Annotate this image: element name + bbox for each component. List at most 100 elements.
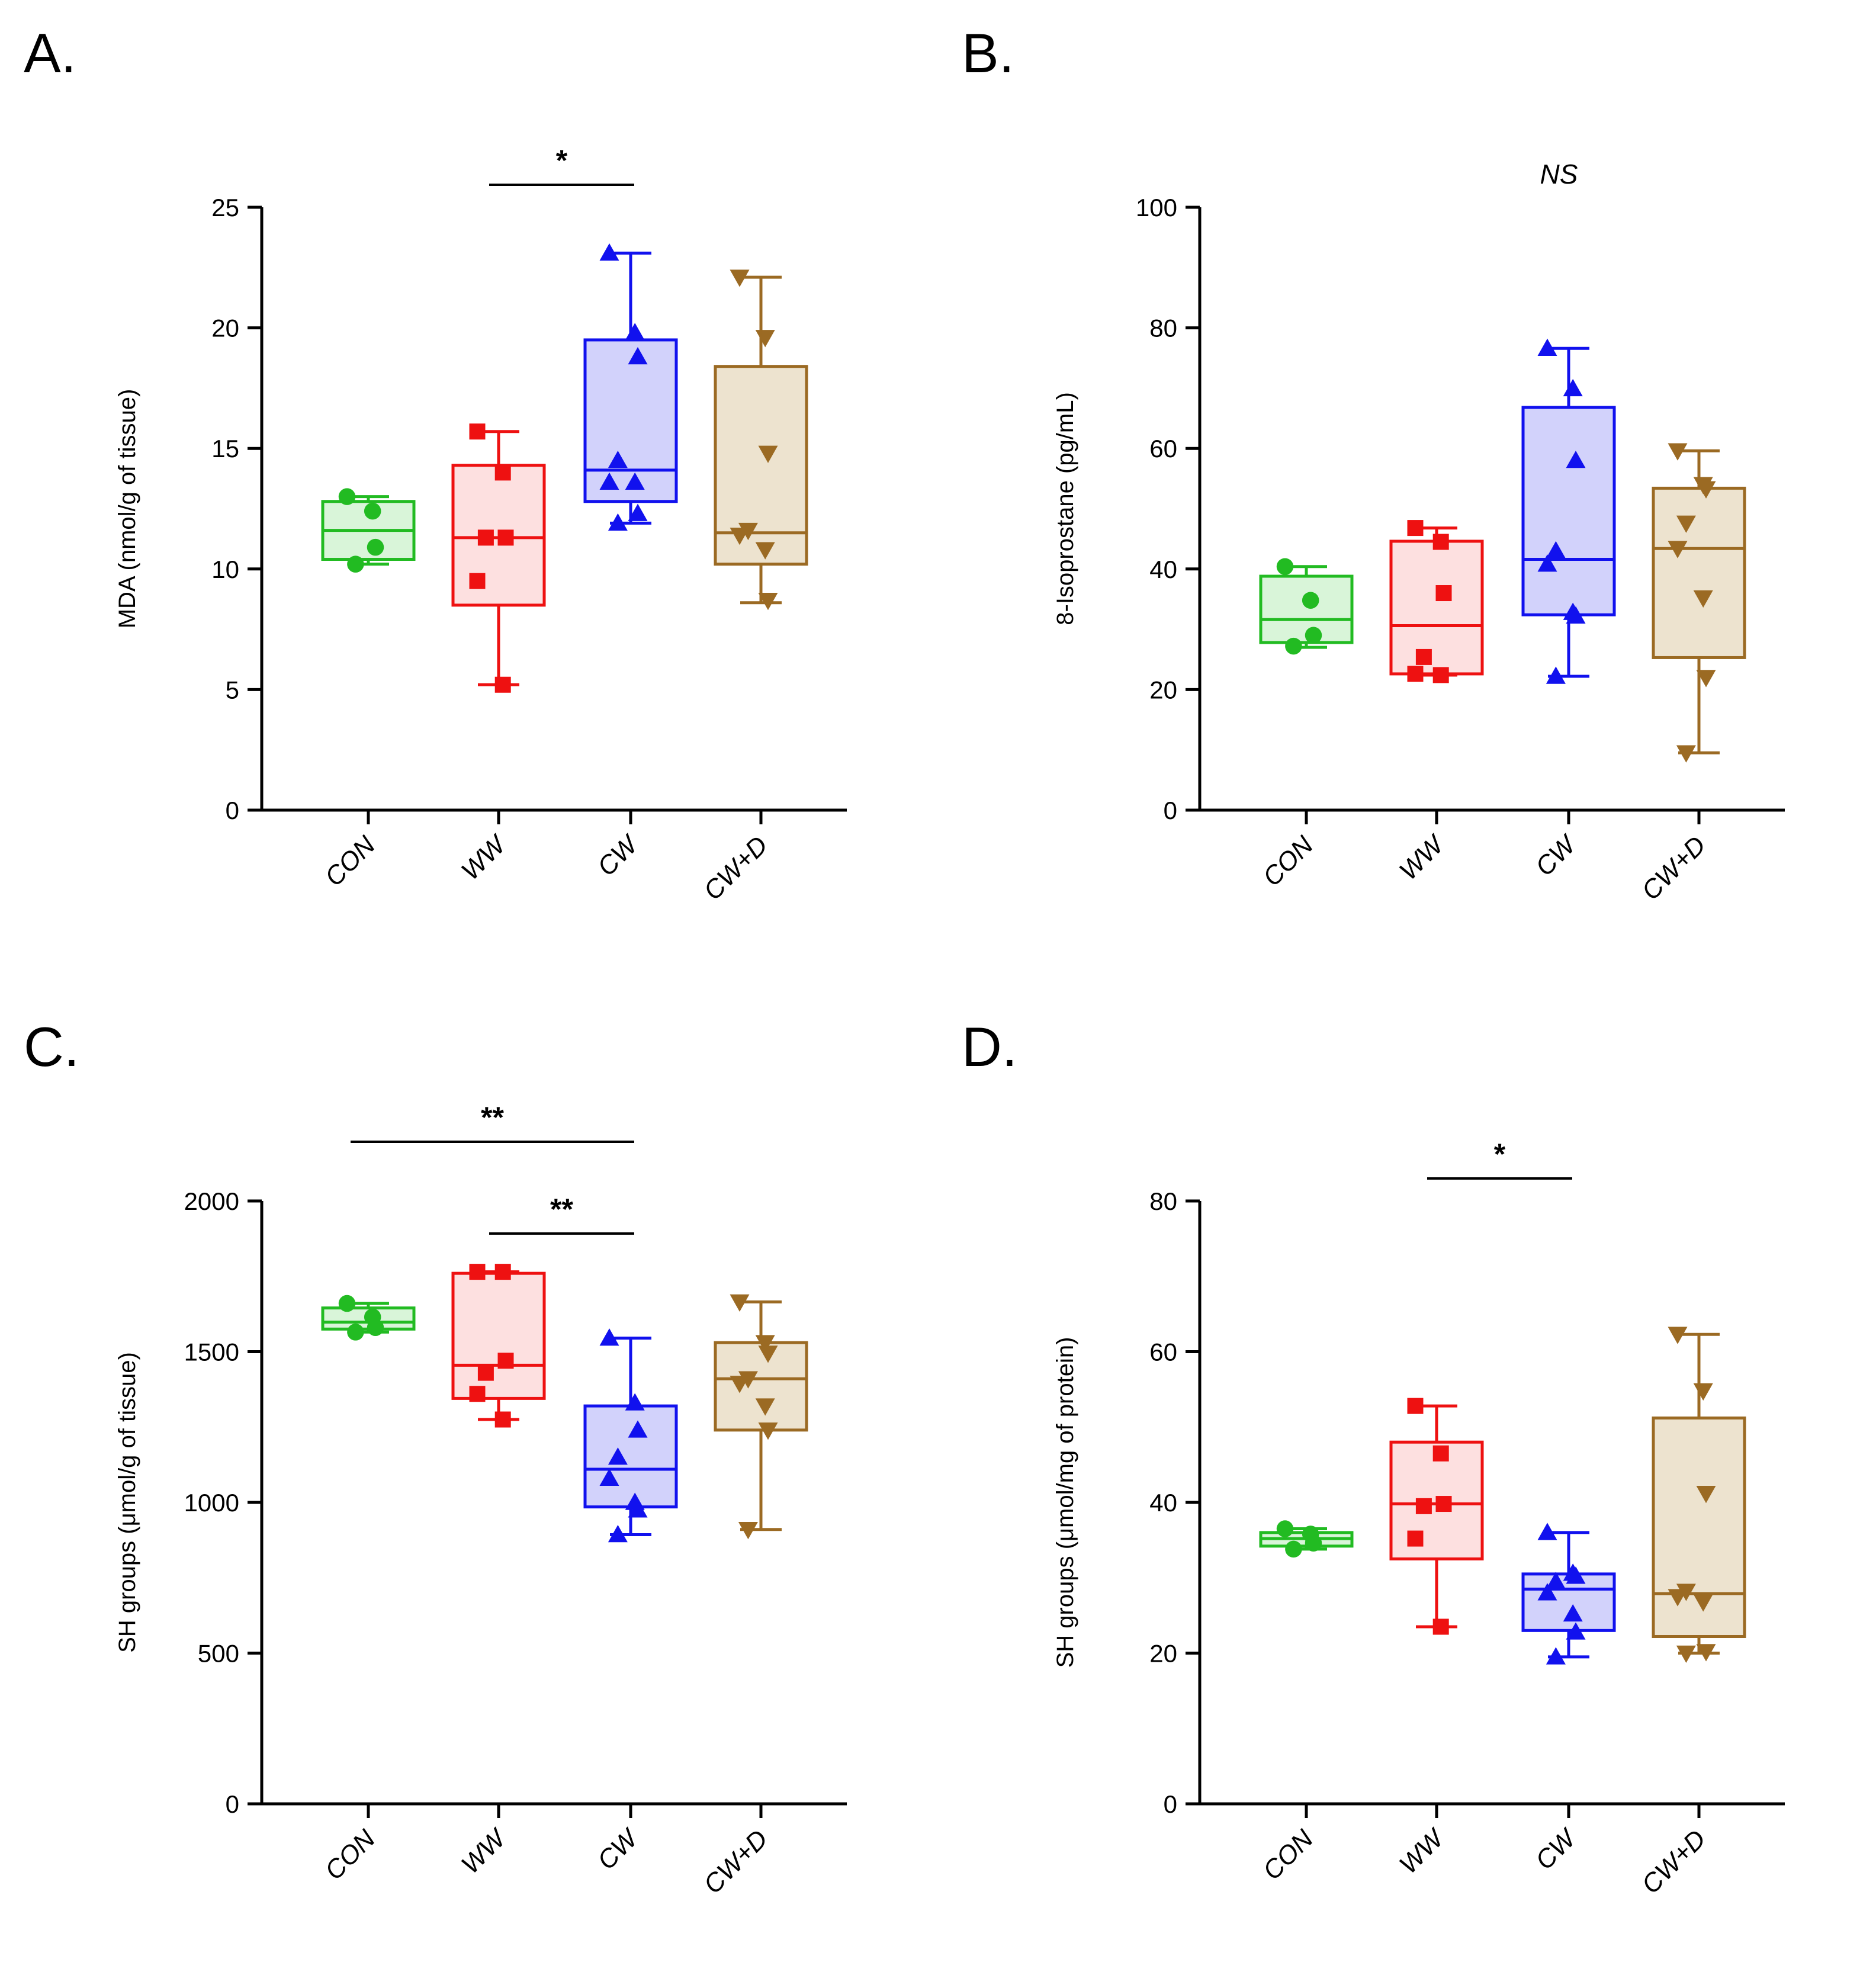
data-point [1415,648,1432,665]
x-tick-label: CON [1257,1824,1319,1886]
data-point [1566,1566,1586,1584]
data-point [755,1398,775,1416]
data-point [1432,534,1449,550]
data-point [1285,1540,1302,1558]
data-point [1566,451,1586,468]
data-point [469,573,486,589]
data-point [1696,481,1716,499]
data-point [1546,541,1566,559]
data-point [1693,590,1713,608]
data-point [1305,1534,1322,1552]
y-axis-label: MDA (nmol/g of tissue) [114,389,140,629]
data-point [625,323,645,341]
data-point [469,1264,486,1280]
box-iqr [1521,406,1616,616]
box-con [321,1295,416,1341]
data-point [1276,1520,1294,1537]
data-point [1537,338,1557,356]
data-point [1537,1583,1557,1601]
significance-label: NS [1540,159,1578,190]
box-iqr [583,1404,678,1509]
box-ww [451,423,546,693]
data-point [1435,1496,1452,1512]
data-point [347,1324,364,1341]
x-tick-label: WW [1394,1823,1451,1880]
box-ww [1389,520,1484,683]
significance-label: ** [550,1193,573,1226]
data-point [347,555,364,573]
box-iqr [1652,486,1746,659]
data-point [1432,1445,1449,1462]
data-point [1537,1523,1557,1540]
data-point [758,1345,778,1363]
y-tick-label: 1500 [184,1338,239,1366]
box-cw-plus-d [714,1294,808,1540]
box-iqr [451,1271,546,1400]
x-tick-label: CW [1530,829,1583,882]
data-point [730,269,750,287]
x-tick-label: CW [1530,1823,1583,1875]
y-tick-label: 500 [198,1640,239,1668]
x-tick-label: CW [592,1823,645,1875]
data-point [755,1335,775,1353]
box-ww [1389,1398,1484,1635]
data-point [599,1468,619,1486]
data-point [628,503,648,521]
data-point [497,1353,514,1369]
data-point [494,1264,511,1280]
data-point [625,1393,645,1411]
box-con [1259,558,1354,655]
data-point [1563,1604,1583,1622]
data-point [1566,1622,1586,1640]
box-cw [583,243,678,531]
panel-label: A. [24,22,76,84]
data-point [1432,1618,1449,1635]
data-point [477,1364,494,1381]
data-point [367,1319,384,1337]
y-axis-label: SH groups (μmol/g of tissue) [114,1352,140,1653]
data-point [599,1328,619,1346]
y-tick-label: 20 [1149,1640,1177,1668]
data-point [1407,1530,1424,1547]
x-tick-label: CW+D [698,830,773,905]
panel-label: D. [962,1016,1017,1078]
y-tick-label: 20 [211,314,239,342]
x-tick-label: WW [456,829,513,886]
data-point [1435,585,1452,602]
data-point [494,676,511,693]
data-point [628,1420,648,1438]
x-tick-label: CON [1257,830,1319,892]
significance-label: * [1494,1138,1506,1171]
data-point [338,488,356,505]
data-point [628,1500,648,1518]
box-ww [451,1264,546,1428]
box-cw [1521,338,1616,684]
data-point [599,243,619,261]
y-tick-label: 0 [1164,1790,1177,1818]
data-point [730,1294,750,1312]
data-point [1546,1647,1566,1665]
y-tick-label: 10 [211,555,239,583]
data-point [1676,515,1696,533]
y-tick-label: 0 [1164,797,1177,824]
x-tick-label: CON [319,830,381,892]
data-point [469,1386,486,1402]
y-tick-label: 60 [1149,435,1177,463]
x-tick-label: WW [456,1823,513,1880]
y-axis-label: 8-Isoprostane (pg/mL) [1052,392,1078,625]
y-axis-label: SH groups (μmol/mg of protein) [1052,1337,1078,1668]
data-point [1668,1327,1688,1344]
data-point [1566,606,1586,624]
y-tick-label: 80 [1149,1187,1177,1215]
data-point [1546,666,1566,684]
data-point [1696,1644,1716,1662]
data-point [497,529,514,546]
data-point [1676,1645,1696,1663]
data-point [1693,1383,1713,1401]
box-cw [1521,1523,1616,1665]
y-tick-label: 80 [1149,314,1177,342]
data-point [1276,558,1294,575]
data-point [1676,1584,1696,1601]
y-tick-label: 20 [1149,676,1177,704]
